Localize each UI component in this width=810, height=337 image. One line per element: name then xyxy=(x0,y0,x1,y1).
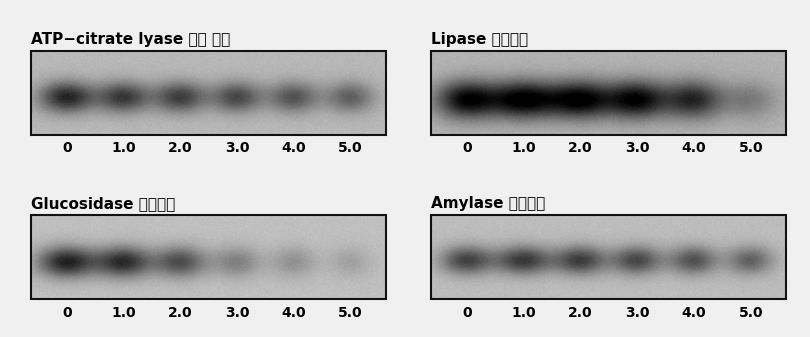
Text: 1.0: 1.0 xyxy=(111,306,136,320)
Text: 4.0: 4.0 xyxy=(282,306,306,320)
Text: 3.0: 3.0 xyxy=(225,306,249,320)
Bar xyxy=(432,215,787,299)
Text: 1.0: 1.0 xyxy=(511,306,536,320)
Text: 2.0: 2.0 xyxy=(568,306,593,320)
Text: 3.0: 3.0 xyxy=(225,142,249,155)
Text: 0: 0 xyxy=(462,306,471,320)
Text: ATP−citrate lyase 저해 효과: ATP−citrate lyase 저해 효과 xyxy=(32,32,231,47)
Text: 3.0: 3.0 xyxy=(625,306,650,320)
Text: 2.0: 2.0 xyxy=(568,142,593,155)
Text: 5.0: 5.0 xyxy=(739,306,763,320)
Bar xyxy=(432,51,787,134)
Text: 0: 0 xyxy=(62,306,71,320)
Text: 4.0: 4.0 xyxy=(682,306,706,320)
Text: Amylase 저해효과: Amylase 저해효과 xyxy=(432,196,546,211)
Bar xyxy=(32,215,386,299)
Text: 5.0: 5.0 xyxy=(739,142,763,155)
Text: 5.0: 5.0 xyxy=(339,306,363,320)
Text: 5.0: 5.0 xyxy=(339,142,363,155)
Text: 0: 0 xyxy=(62,142,71,155)
Text: Glucosidase 저해효과: Glucosidase 저해효과 xyxy=(32,196,176,211)
Text: 4.0: 4.0 xyxy=(282,142,306,155)
Text: 2.0: 2.0 xyxy=(168,142,193,155)
Text: 1.0: 1.0 xyxy=(111,142,136,155)
Text: Lipase 저해효과: Lipase 저해효과 xyxy=(432,32,529,47)
Text: 4.0: 4.0 xyxy=(682,142,706,155)
Text: 3.0: 3.0 xyxy=(625,142,650,155)
Text: 1.0: 1.0 xyxy=(511,142,536,155)
Bar xyxy=(32,51,386,134)
Text: 0: 0 xyxy=(462,142,471,155)
Text: 2.0: 2.0 xyxy=(168,306,193,320)
